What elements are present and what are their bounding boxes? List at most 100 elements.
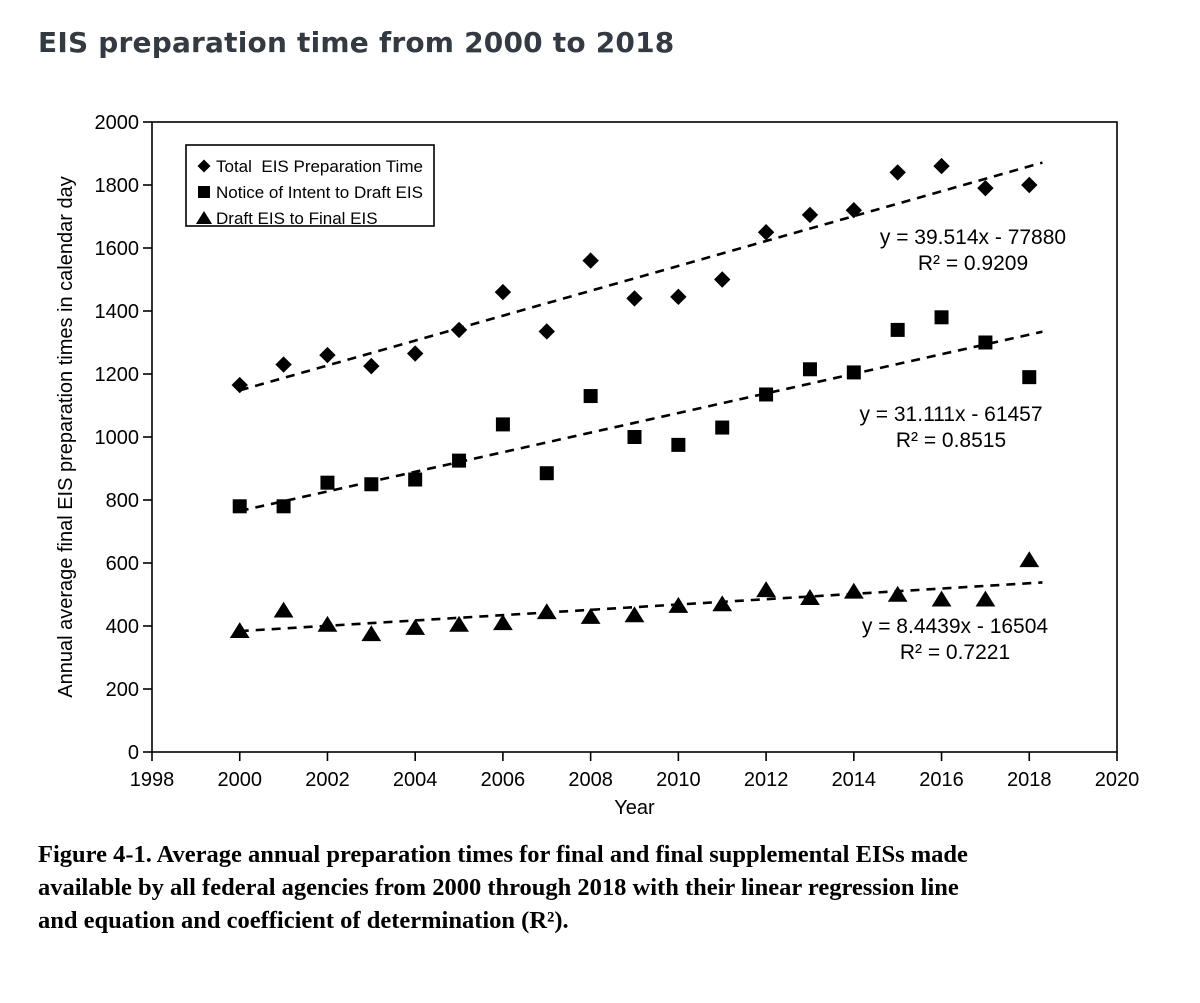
data-point-triangle (931, 590, 952, 607)
trendline-diamond (239, 161, 1043, 392)
eis-preparation-time-chart: 0 200 400 600 800 1000 1200 1400 1600 1800 2000 199… (55, 112, 1140, 819)
data-point-triangle (1019, 551, 1040, 568)
data-point-triangle (273, 601, 294, 618)
data-point-square (627, 430, 642, 444)
caption-line-1: Figure 4-1. Average annual preparation t… (38, 841, 968, 868)
y-axis-tick-label: 600 (106, 553, 139, 575)
data-point-diamond (494, 283, 512, 301)
figure-caption: Figure 4-1. Average annual preparation t… (38, 838, 1162, 937)
data-point-diamond (275, 356, 292, 373)
data-point-square (978, 335, 993, 350)
y-axis-tick-label: 1000 (95, 427, 140, 449)
x-axis-tick-label: 2000 (217, 769, 262, 791)
data-point-square (232, 499, 247, 514)
data-point-triangle (756, 581, 776, 598)
legend-label: Draft EIS to Final EIS (216, 209, 378, 228)
x-axis-tick-label: 1998 (130, 769, 175, 791)
data-point-triangle (580, 607, 601, 624)
data-point-square (495, 417, 510, 432)
data-point-diamond (977, 179, 994, 197)
data-point-diamond (670, 288, 687, 306)
y-axis-tick-label: 2000 (95, 112, 140, 134)
x-axis-tick-label: 2016 (919, 769, 964, 791)
data-point-diamond (845, 202, 863, 219)
data-point-square (364, 477, 379, 492)
x-axis-tick-label: 2004 (393, 769, 438, 791)
data-point-square (320, 475, 335, 490)
data-point-triangle (361, 625, 382, 642)
data-point-diamond (757, 224, 775, 241)
x-axis-title: Year (614, 797, 655, 819)
data-point-diamond (231, 376, 248, 394)
regression-r2: R² = 0.8515 (896, 429, 1006, 452)
data-point-square (583, 389, 598, 404)
y-axis-tick-label: 400 (106, 616, 139, 638)
data-point-square (934, 310, 949, 325)
x-axis-tick-label: 2014 (832, 769, 877, 791)
data-point-diamond (538, 323, 555, 340)
data-point-triangle (449, 615, 469, 632)
data-point-triangle (317, 615, 338, 632)
regression-equation: y = 31.111x - 61457 (859, 403, 1042, 426)
data-point-triangle (624, 606, 645, 623)
data-point-square (671, 437, 686, 452)
data-point-square (276, 499, 291, 514)
page-title: EIS preparation time from 2000 to 2018 (38, 26, 675, 59)
data-point-square (715, 420, 730, 435)
y-axis-tick-label: 1200 (95, 364, 140, 386)
data-point-diamond (582, 252, 599, 269)
data-point-diamond (450, 321, 468, 339)
x-axis-tick-label: 2008 (568, 769, 613, 791)
data-point-square (539, 466, 554, 481)
caption-line-2: available by all federal agencies from 2… (38, 874, 959, 901)
y-axis-tick-label: 1600 (95, 238, 140, 260)
data-point-square (408, 472, 423, 487)
figure-page: EIS preparation time from 2000 to 2018 0… (0, 26, 1200, 937)
data-point-diamond (626, 290, 643, 307)
x-axis-tick-label: 2020 (1095, 769, 1140, 791)
y-axis-tick-label: 200 (106, 679, 139, 701)
legend-label: Notice of Intent to Draft EIS (216, 183, 423, 202)
y-axis-tick-label: 0 (128, 742, 139, 764)
y-axis-tick-label: 800 (106, 490, 139, 512)
caption-line-3: and equation and coefficient of determin… (38, 907, 569, 934)
data-point-diamond (363, 357, 380, 375)
regression-r2: R² = 0.7221 (900, 641, 1010, 664)
regression-equation: y = 8.4439x - 16504 (862, 615, 1049, 638)
data-point-square (1022, 370, 1037, 385)
data-point-triangle (887, 585, 908, 602)
data-point-square (802, 362, 817, 377)
data-point-diamond (889, 164, 906, 181)
data-point-diamond (801, 206, 819, 224)
data-point-square (846, 365, 861, 380)
data-point-triangle (712, 595, 733, 612)
data-point-diamond (714, 271, 731, 288)
data-point-diamond (406, 345, 424, 362)
data-point-triangle (975, 590, 996, 607)
data-point-square (890, 322, 905, 337)
x-axis-tick-label: 2010 (656, 769, 701, 791)
data-point-diamond (1021, 176, 1038, 194)
x-axis-tick-label: 2006 (481, 769, 526, 791)
data-point-triangle (668, 596, 689, 613)
data-point-diamond (319, 346, 336, 364)
data-point-square (452, 453, 467, 468)
regression-r2: R² = 0.9209 (918, 252, 1028, 275)
y-axis-title: Annual average final EIS preparation tim… (55, 176, 77, 697)
triangle-legend-icon (195, 211, 213, 224)
data-point-diamond (933, 157, 950, 175)
regression-equation: y = 39.514x - 77880 (880, 226, 1066, 249)
data-point-triangle (405, 618, 426, 635)
diamond-legend-icon (197, 159, 211, 173)
x-axis-tick-label: 2002 (305, 769, 350, 791)
legend-box (185, 144, 435, 227)
x-axis-tick-label: 2012 (744, 769, 789, 791)
data-point-triangle (843, 582, 864, 599)
x-axis-tick-label: 2018 (1007, 769, 1052, 791)
data-point-triangle (800, 589, 820, 605)
square-legend-icon (198, 186, 210, 198)
legend-label: Total EIS Preparation Time (216, 157, 423, 176)
y-axis-tick-label: 1400 (95, 301, 140, 323)
y-axis-tick-label: 1800 (95, 175, 140, 197)
data-point-triangle (229, 622, 250, 639)
